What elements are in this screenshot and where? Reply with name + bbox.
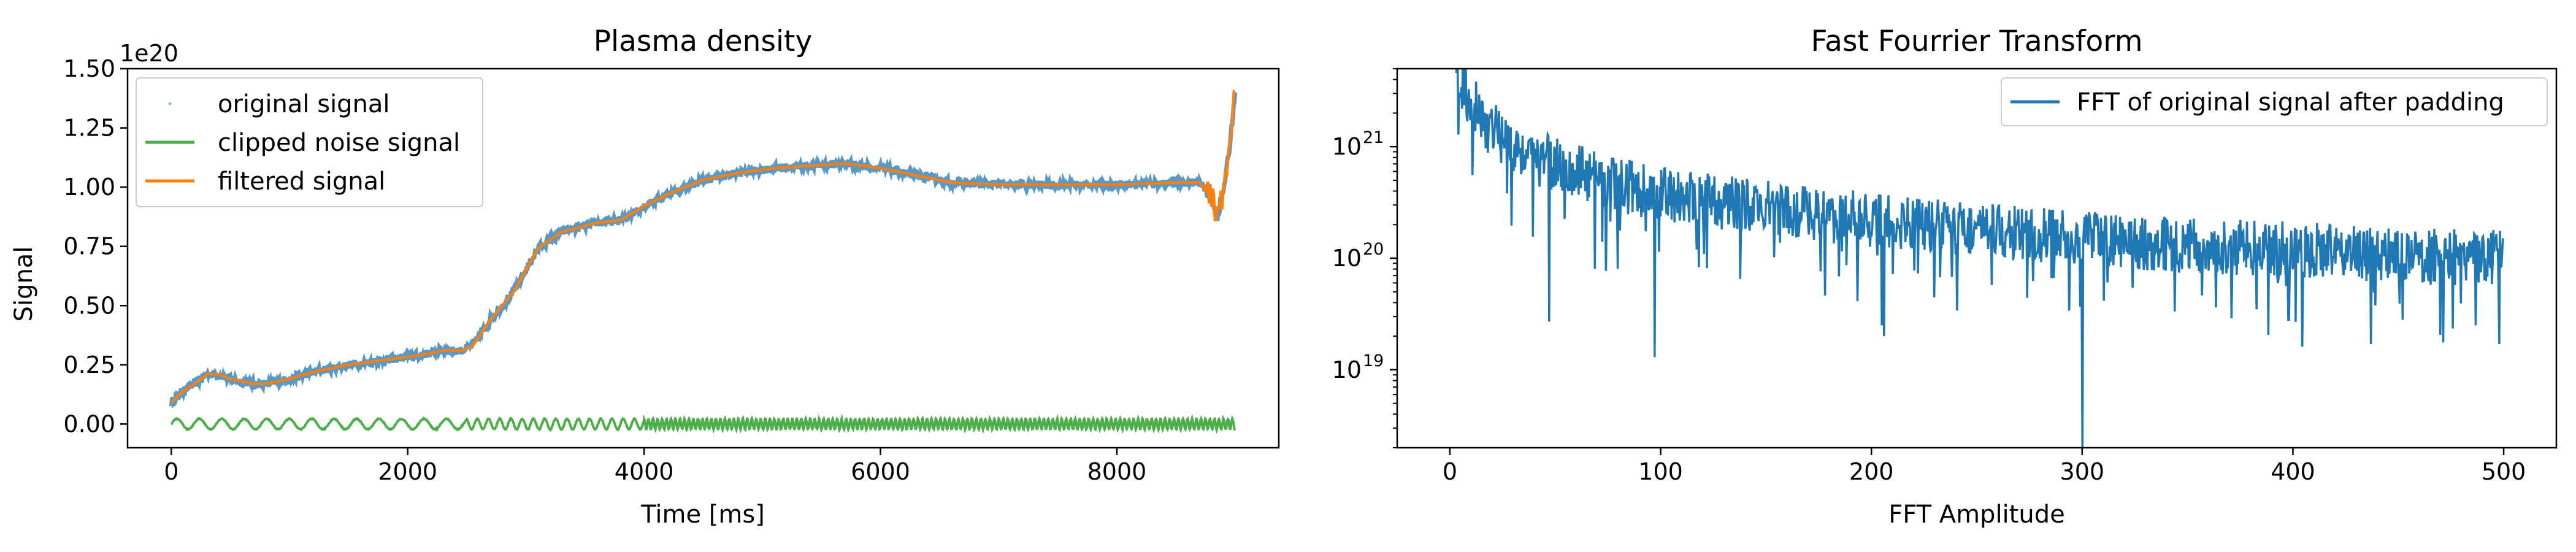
chart2-xtick-label: 100 xyxy=(1638,458,1683,485)
chart2-xtick-label: 500 xyxy=(2482,458,2526,485)
chart-fft: Fast Fourrier Transform FFT Amplitude 0 1… xyxy=(1332,25,2558,529)
series-fft xyxy=(1455,69,2504,448)
series-filtered-signal xyxy=(170,90,1236,404)
legend-label: filtered signal xyxy=(218,167,385,196)
legend-label: clipped noise signal xyxy=(218,129,460,157)
chart1-ytick-label: 1.50 xyxy=(63,55,115,82)
chart1-xtick-label: 8000 xyxy=(1087,458,1147,485)
chart2-xtick-label: 0 xyxy=(1443,458,1457,485)
chart2-ytick-label: 10 xyxy=(1332,356,1362,383)
legend-label: original signal xyxy=(218,90,390,118)
chart2-ytick-exponent: 20 xyxy=(1363,240,1384,259)
chart1-ytick-label: 1.25 xyxy=(63,115,115,142)
chart1-y-multiplier: 1e20 xyxy=(120,40,178,67)
legend-marker-original xyxy=(168,102,172,105)
chart2-legend: FFT of original signal after padding xyxy=(2001,77,2548,126)
chart1-legend: original signal clipped noise signal filte… xyxy=(136,77,483,207)
chart2-xtick-label: 400 xyxy=(2271,458,2315,485)
chart1-axes: 0 2000 4000 6000 8000 0.00 0.25 0.50 0.75 1.00 1.2… xyxy=(63,55,1280,485)
chart2-ytick-exponent: 21 xyxy=(1363,128,1384,147)
chart2-ytick-label: 10 xyxy=(1332,133,1362,160)
chart1-xtick-label: 6000 xyxy=(851,458,910,485)
chart2-ytick-exponent: 19 xyxy=(1363,351,1384,370)
chart1-xtick-label: 0 xyxy=(164,458,178,485)
chart1-legend-box xyxy=(136,77,483,207)
chart1-title: Plasma density xyxy=(594,25,813,58)
chart2-legend-box xyxy=(2001,77,2548,126)
chart2-data-marks xyxy=(1455,69,2504,448)
chart1-ylabel: Signal xyxy=(10,247,38,322)
chart1-ytick-label: 1.00 xyxy=(63,174,115,201)
chart1-ytick-label: 0.00 xyxy=(63,410,115,437)
chart2-ytick-label: 10 xyxy=(1332,245,1362,272)
chart1-xlabel: Time [ms] xyxy=(640,500,765,529)
chart2-xlabel: FFT Amplitude xyxy=(1888,500,2064,529)
chart1-xtick-label: 2000 xyxy=(378,458,437,485)
chart1-ytick-label: 0.50 xyxy=(63,292,115,319)
chart1-xtick-label: 4000 xyxy=(615,458,674,485)
chart1-data-marks xyxy=(169,90,1238,434)
chart1-ytick-label: 0.25 xyxy=(63,351,115,378)
chart2-xtick-label: 200 xyxy=(1849,458,1894,485)
legend-label: FFT of original signal after padding xyxy=(2077,88,2504,117)
chart2-title: Fast Fourrier Transform xyxy=(1811,25,2142,58)
chart2-xtick-label: 300 xyxy=(2060,458,2105,485)
chart1-ytick-label: 0.75 xyxy=(63,233,115,260)
chart1-frame xyxy=(126,67,1280,449)
chart-plasma-density: Plasma density 1e20 Signal Time [ms] 0 20… xyxy=(10,25,1280,529)
series-clipped-noise xyxy=(171,413,1236,434)
